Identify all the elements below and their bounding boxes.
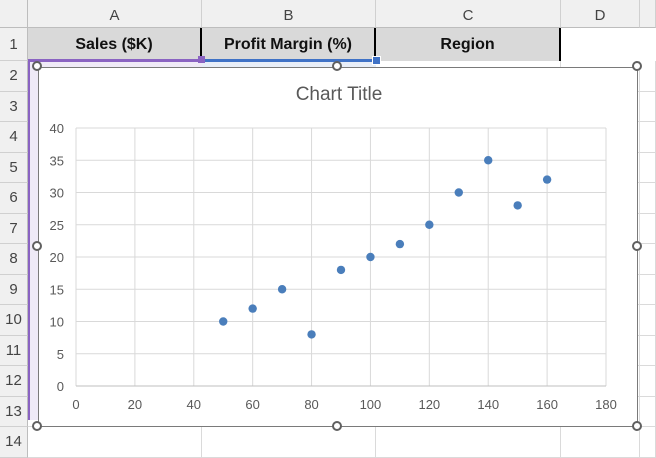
column-header-a[interactable]: A	[28, 0, 202, 28]
resize-handle[interactable]	[332, 421, 342, 431]
y-tick-label: 30	[50, 186, 64, 201]
data-point	[542, 175, 552, 184]
row-header-7[interactable]: 7	[0, 213, 28, 244]
x-tick-label: 80	[304, 397, 318, 412]
column-header-c[interactable]: C	[376, 0, 561, 28]
y-tick-label: 25	[50, 218, 64, 233]
cell-a1[interactable]: Sales ($K)	[28, 28, 202, 61]
y-tick-label: 40	[50, 121, 64, 136]
cell[interactable]	[640, 61, 656, 92]
cell[interactable]	[640, 396, 656, 427]
data-point	[307, 330, 316, 339]
data-point	[336, 265, 346, 275]
row-header-8[interactable]: 8	[0, 244, 28, 275]
data-point	[513, 201, 522, 210]
chart-title: Chart Title	[296, 84, 383, 105]
y-tick-label: 15	[50, 282, 64, 297]
cell[interactable]	[640, 244, 656, 275]
cell[interactable]	[640, 91, 656, 122]
cell-c1[interactable]: Region	[376, 28, 561, 61]
scatter-plot: Chart Title 0 20 40 60 80 100 120 140 160 180 0 5 10 1…	[50, 84, 617, 412]
y-tick-label: 5	[57, 347, 64, 362]
data-point	[277, 285, 287, 294]
y-tick-label: 20	[50, 250, 64, 265]
column-header-d[interactable]: D	[561, 0, 640, 28]
x-tick-label: 180	[595, 397, 617, 412]
x-tick-label: 40	[187, 397, 201, 412]
resize-handle[interactable]	[32, 241, 42, 251]
cell[interactable]	[640, 274, 656, 305]
range-highlight-b	[202, 59, 376, 69]
cell[interactable]	[202, 427, 376, 458]
chart[interactable]: Chart Title 0 20 40 60 80 100 120 140 160 180 0 5 10 1…	[38, 67, 638, 427]
resize-handle[interactable]	[32, 61, 42, 71]
data-point	[219, 317, 228, 326]
x-tick-label: 60	[245, 397, 259, 412]
x-tick-label: 120	[418, 397, 440, 412]
x-tick-label: 140	[477, 397, 499, 412]
x-tick-label: 160	[536, 397, 558, 412]
row-header-10[interactable]: 10	[0, 305, 28, 336]
cell[interactable]	[640, 183, 656, 214]
row-header-12[interactable]: 12	[0, 366, 28, 397]
cell[interactable]	[640, 122, 656, 153]
row-header-2[interactable]: 2	[0, 61, 28, 92]
row-header-6[interactable]: 6	[0, 183, 28, 214]
cell[interactable]	[640, 427, 656, 458]
x-tick-label: 20	[128, 397, 142, 412]
resize-handle[interactable]	[632, 241, 642, 251]
cell[interactable]	[640, 305, 656, 336]
cell[interactable]	[28, 427, 202, 458]
row-header-9[interactable]: 9	[0, 274, 28, 305]
data-point	[366, 252, 375, 262]
row-header-13[interactable]: 13	[0, 396, 28, 427]
select-all-corner[interactable]	[0, 0, 28, 28]
cell[interactable]	[640, 152, 656, 183]
x-tick-label: 0	[72, 397, 79, 412]
y-tick-label: 0	[57, 379, 64, 394]
resize-handle[interactable]	[32, 421, 42, 431]
data-point	[248, 304, 257, 313]
resize-handle[interactable]	[632, 61, 642, 71]
cell[interactable]	[640, 335, 656, 366]
row-header-4[interactable]: 4	[0, 122, 28, 153]
cell[interactable]	[376, 427, 561, 458]
y-tick-label: 35	[50, 153, 64, 168]
row-header-11[interactable]: 11	[0, 335, 28, 366]
range-handle-a[interactable]	[198, 56, 205, 63]
data-point	[454, 188, 463, 197]
column-header-e[interactable]	[640, 0, 656, 28]
column-header-b[interactable]: B	[202, 0, 376, 28]
row-header-14[interactable]: 14	[0, 427, 28, 458]
cell[interactable]	[640, 213, 656, 244]
data-point	[484, 156, 493, 165]
cell-b1[interactable]: Profit Margin (%)	[202, 28, 376, 61]
row-header-3[interactable]: 3	[0, 91, 28, 122]
row-header-5[interactable]: 5	[0, 152, 28, 183]
resize-handle[interactable]	[632, 421, 642, 431]
data-point	[425, 220, 434, 229]
range-handle-b[interactable]	[372, 56, 381, 65]
cell[interactable]	[561, 427, 640, 458]
row-header-1[interactable]: 1	[0, 28, 28, 61]
data-point	[395, 239, 405, 249]
x-tick-label: 100	[360, 397, 382, 412]
y-tick-label: 10	[50, 315, 64, 330]
cell[interactable]	[640, 366, 656, 397]
resize-handle[interactable]	[332, 61, 342, 71]
